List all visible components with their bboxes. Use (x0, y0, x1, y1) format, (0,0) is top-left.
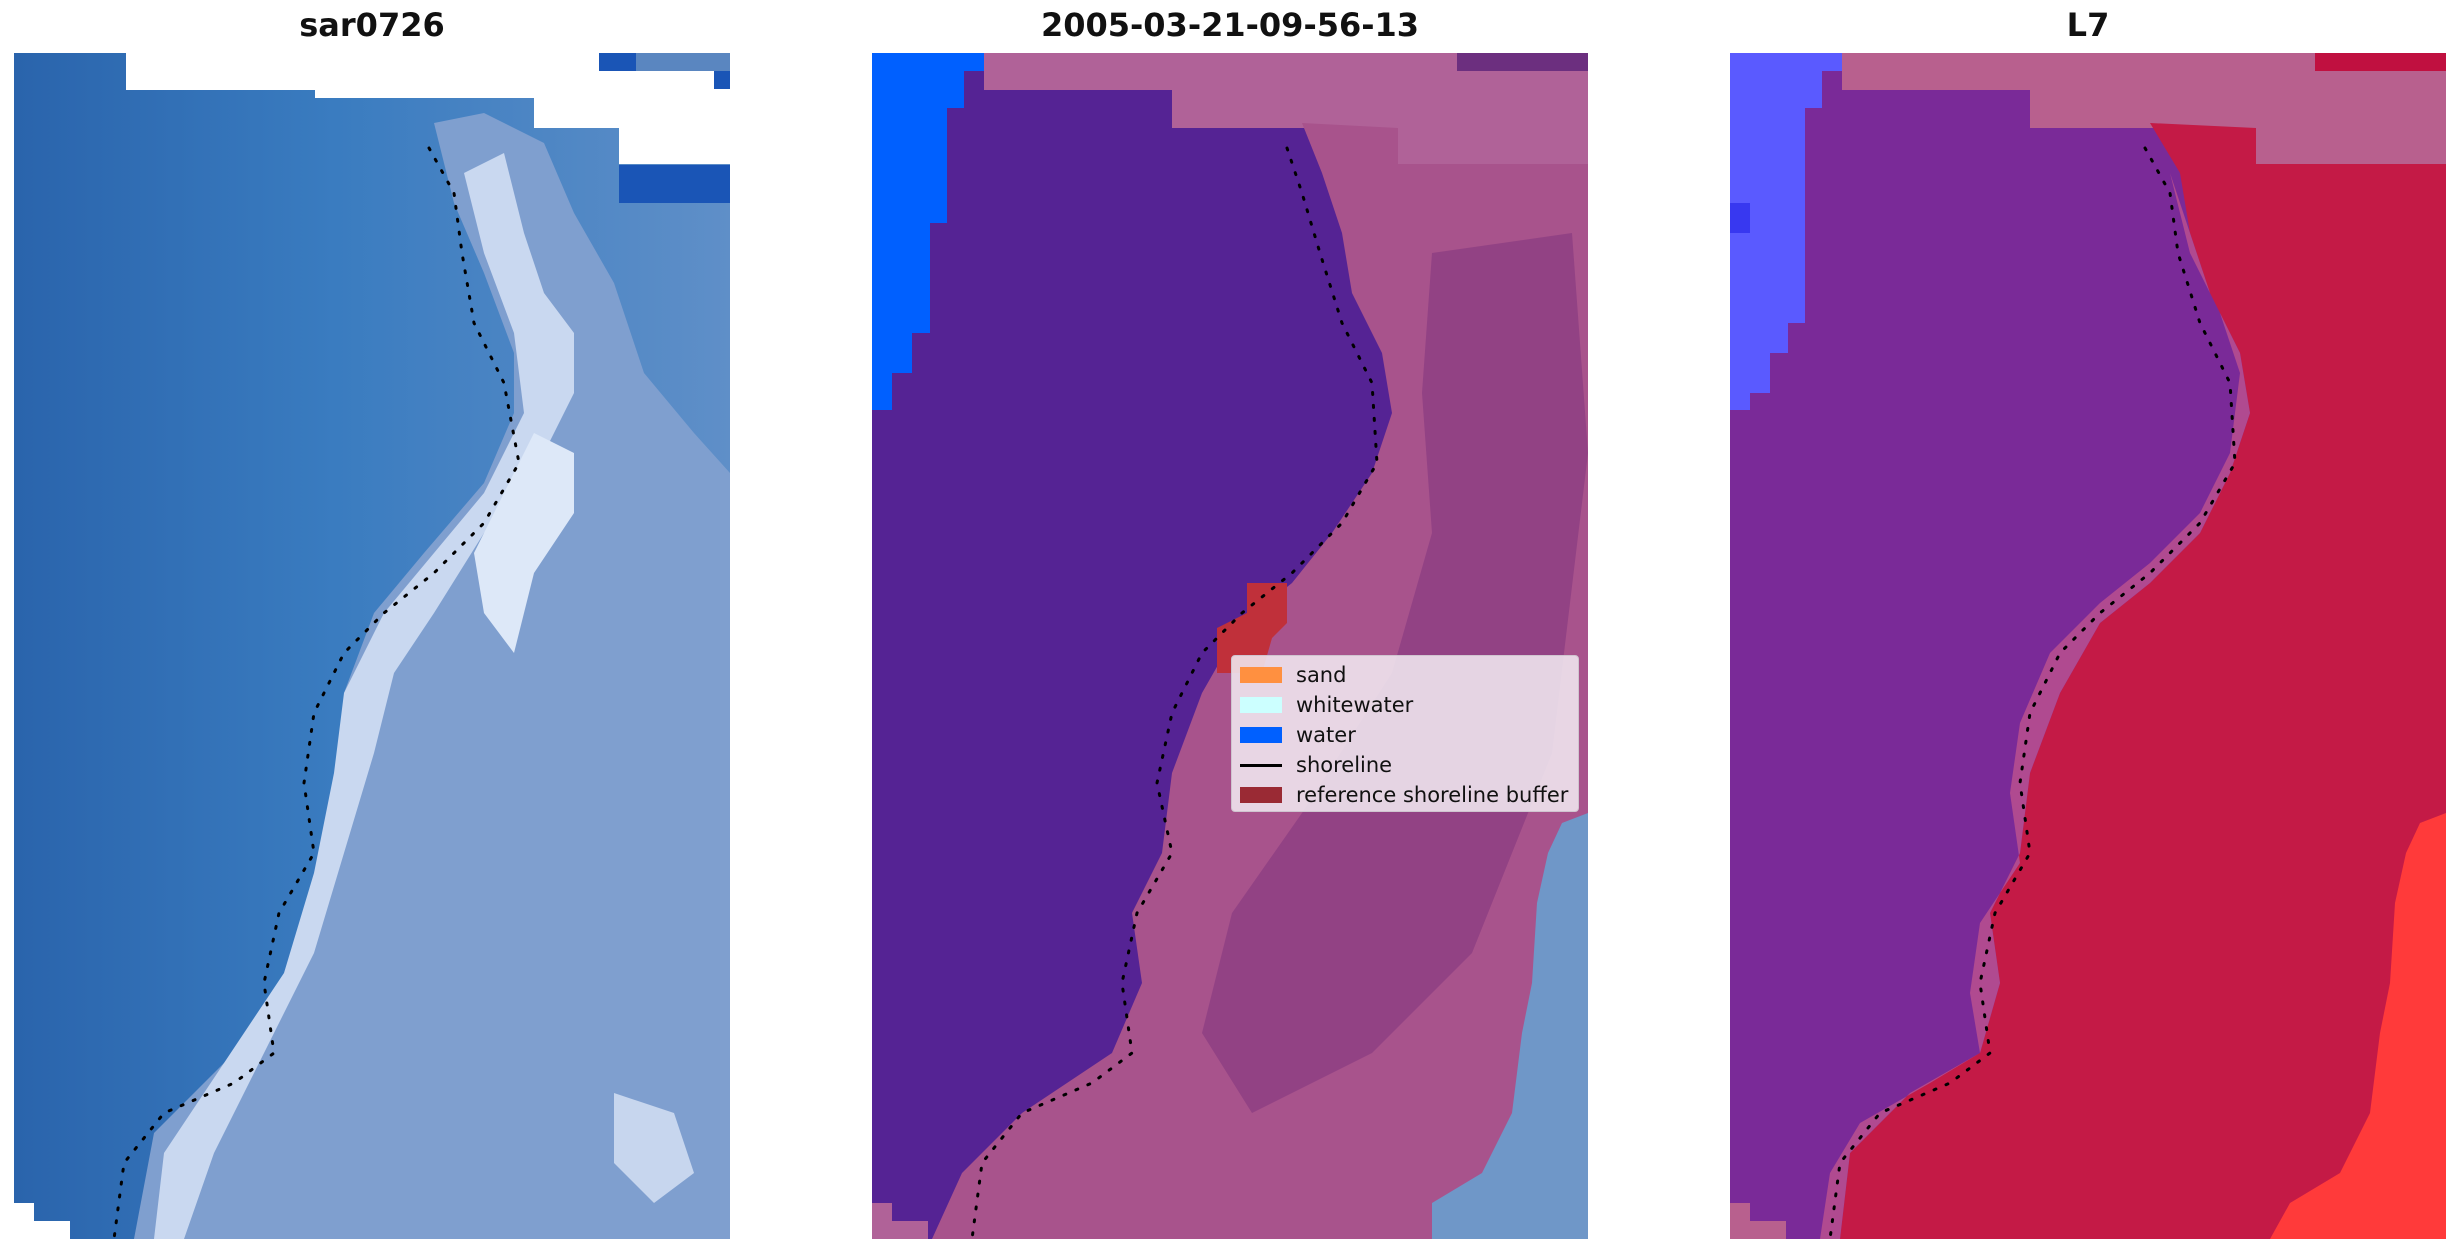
legend-item-shoreline: shoreline (1240, 750, 1570, 780)
panel-title-date: 2005-03-21-09-56-13 (1040, 6, 1420, 44)
rgb-image (14, 53, 730, 1239)
legend-swatch-whitewater (1240, 697, 1282, 713)
legend-label: whitewater (1296, 693, 1414, 717)
legend-item-sand: sand (1240, 660, 1570, 690)
legend-swatch-reference-buffer (1240, 787, 1282, 803)
l7-image (1730, 53, 2446, 1239)
panel-title-sar0726: sar0726 (299, 6, 445, 44)
rgb-image-panel (14, 53, 730, 1239)
classified-image-panel (872, 53, 1588, 1239)
legend-line-shoreline (1240, 763, 1282, 767)
legend-item-water: water (1240, 720, 1570, 750)
legend-swatch-sand (1240, 667, 1282, 683)
legend-item-whitewater: whitewater (1240, 690, 1570, 720)
legend-label: shoreline (1296, 753, 1393, 777)
legend-label: sand (1296, 663, 1347, 687)
legend: sand whitewater water shoreline referenc… (1231, 655, 1579, 812)
legend-label: water (1296, 723, 1356, 747)
classified-image (872, 53, 1588, 1239)
panel-title-l7: L7 (2066, 6, 2110, 44)
legend-item-reference-buffer: reference shoreline buffer (1240, 780, 1570, 810)
legend-label: reference shoreline buffer (1296, 783, 1569, 807)
legend-swatch-water (1240, 727, 1282, 743)
l7-image-panel (1730, 53, 2446, 1239)
